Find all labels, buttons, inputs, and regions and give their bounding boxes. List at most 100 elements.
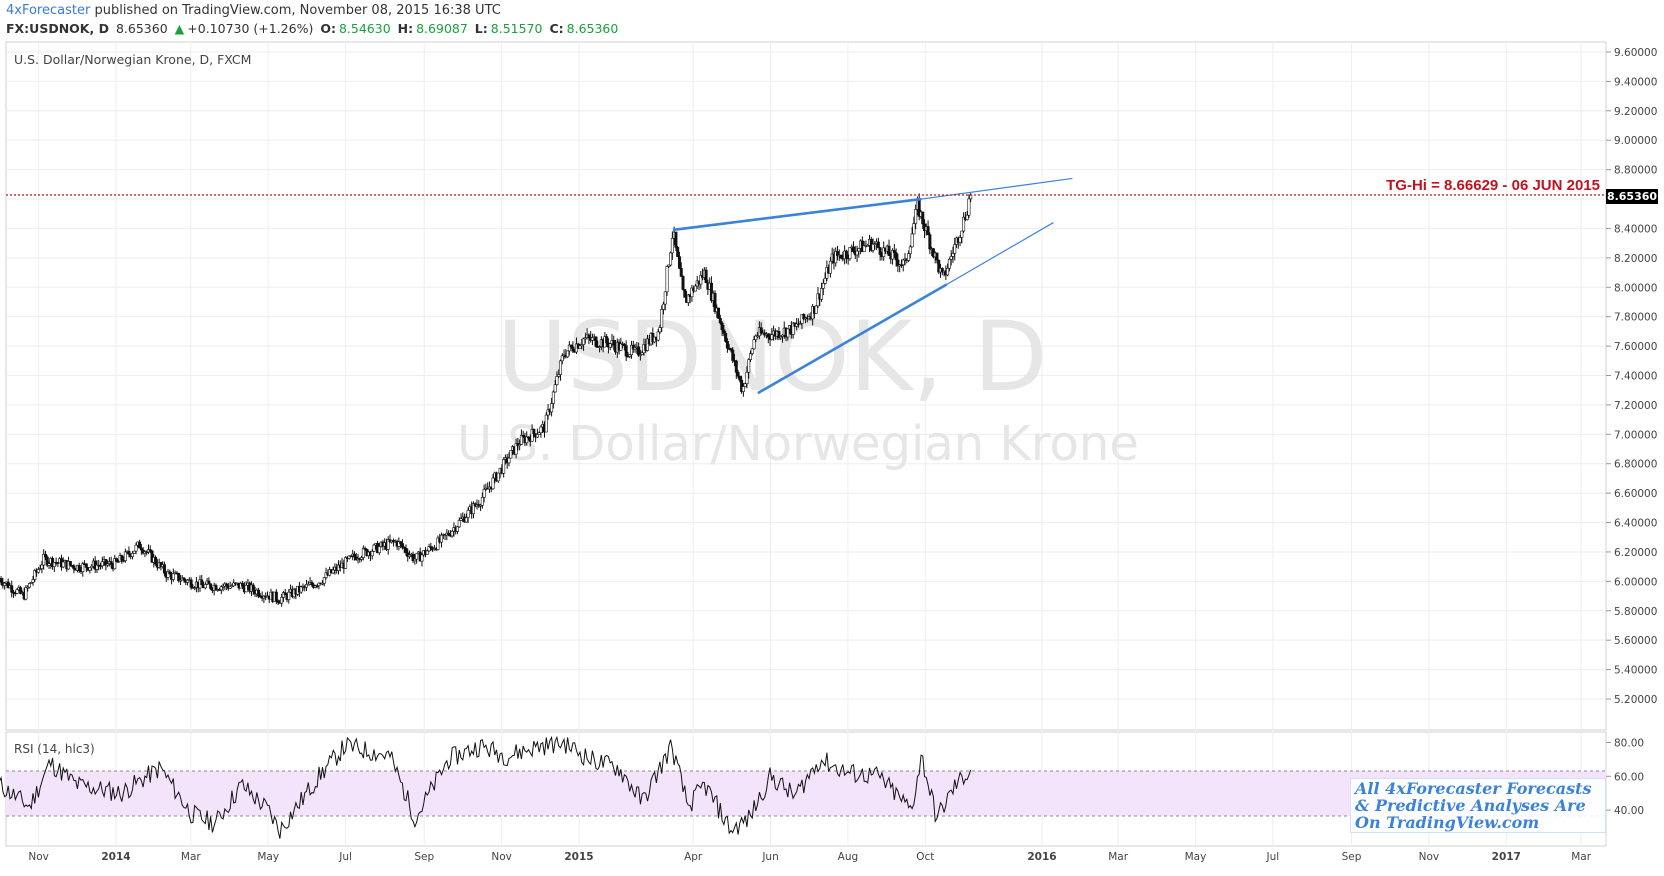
- candle-body: [482, 489, 486, 498]
- candle-body: [230, 585, 234, 588]
- symbol-label: FX:USDNOK, D: [6, 21, 109, 36]
- candle-body: [665, 266, 669, 293]
- candle-body: [951, 253, 955, 257]
- candle-body: [15, 589, 19, 594]
- candle-body: [90, 565, 94, 569]
- price-pane[interactable]: [5, 41, 1607, 731]
- candle-body: [777, 331, 781, 339]
- candle-body: [731, 349, 735, 361]
- candle-body: [637, 346, 641, 356]
- candle-body: [464, 517, 468, 523]
- watermark-symbol: USDNOK, D: [497, 301, 1047, 413]
- candle-body: [402, 546, 406, 549]
- candle-body: [457, 520, 461, 528]
- candle-body: [587, 334, 591, 338]
- candle-body: [84, 563, 88, 568]
- candle-body: [29, 582, 33, 584]
- candle-body: [873, 243, 877, 245]
- candle-body: [539, 426, 543, 434]
- candle-body: [310, 582, 314, 586]
- candle-body: [100, 561, 104, 567]
- candle-body: [674, 231, 678, 248]
- chart-title: U.S. Dollar/Norwegian Krone, D, FXCM: [14, 52, 251, 67]
- candle-body: [386, 539, 390, 550]
- candle-body: [949, 256, 953, 260]
- candle-body: [891, 250, 895, 260]
- candle-body: [645, 338, 649, 351]
- candle-body: [535, 434, 539, 438]
- candle-body: [509, 450, 513, 459]
- candle-body: [95, 564, 99, 570]
- candle-body: [514, 443, 518, 455]
- time-axis[interactable]: Nov 2014 Mar May Jul Sep Nov 2015 Apr Jun Aug Oct 20…: [28, 851, 1591, 863]
- candle-series: [0, 192, 973, 607]
- candle-body: [429, 546, 433, 549]
- candle-body: [274, 591, 278, 602]
- time-tick-label: Mar: [181, 851, 201, 863]
- price-axis[interactable]: 9.600009.400009.200009.000008.800008.600…: [1606, 47, 1657, 706]
- promo-banner[interactable]: All 4xForecaster Forecasts & Predictive …: [1350, 778, 1606, 833]
- candle-body: [791, 322, 795, 335]
- price-tick-label: 7.20000: [1614, 400, 1657, 412]
- candle-body: [551, 391, 555, 404]
- candle-body: [347, 555, 351, 559]
- close-label: C:: [549, 21, 564, 36]
- time-tick-label: Sep: [1342, 851, 1362, 863]
- candle-body: [590, 337, 594, 341]
- candle-body: [640, 352, 644, 355]
- price-tick-label: 5.40000: [1614, 665, 1657, 677]
- candle-body: [427, 546, 431, 552]
- candle-body: [878, 247, 882, 255]
- promo-line-2: & Predictive Analyses Are: [1355, 796, 1586, 815]
- candle-body: [138, 541, 142, 549]
- candle-body: [882, 247, 886, 257]
- candle-body: [960, 230, 964, 238]
- candle-body: [27, 583, 31, 588]
- candle-body: [802, 313, 806, 320]
- candle-body: [546, 409, 550, 416]
- candle-body: [910, 233, 914, 248]
- candle-body: [349, 555, 353, 558]
- candle-body: [786, 328, 790, 338]
- candle-body: [447, 532, 451, 536]
- candle-body: [571, 346, 575, 352]
- time-tick-label: May: [257, 851, 279, 863]
- time-tick-label: Nov: [491, 851, 512, 863]
- promo-line-1: All 4xForecaster Forecasts: [1355, 779, 1592, 798]
- candle-body: [439, 534, 443, 543]
- candle-body: [315, 585, 319, 587]
- candle-body: [130, 553, 134, 557]
- candle-body: [24, 587, 28, 600]
- candle-body: [370, 551, 374, 557]
- candle-body: [667, 264, 671, 267]
- candle-body: [162, 564, 166, 574]
- rsi-label: RSI (14, hlc3): [14, 742, 95, 756]
- rsi-axis[interactable]: 80.00 60.00 40.00: [1606, 737, 1644, 817]
- price-tick-label: 8.20000: [1614, 253, 1657, 265]
- candle-body: [228, 585, 232, 589]
- candle-body: [408, 554, 412, 557]
- candle-body: [550, 403, 554, 413]
- candle-body: [619, 343, 623, 351]
- candle-body: [150, 550, 154, 563]
- candle-body: [718, 318, 722, 324]
- candle-body: [663, 291, 667, 305]
- candle-body: [560, 355, 564, 362]
- price-tick-label: 9.20000: [1614, 106, 1657, 118]
- candle-body: [420, 554, 424, 562]
- candle-body: [683, 289, 687, 298]
- candle-body: [88, 567, 92, 571]
- candle-body: [287, 591, 291, 600]
- candle-body: [134, 544, 138, 552]
- candle-body: [677, 256, 681, 269]
- candle-body: [521, 435, 525, 437]
- candle-body: [717, 307, 721, 319]
- candle-body: [3, 582, 7, 586]
- time-tick-label: Mar: [1571, 851, 1591, 863]
- publisher-link[interactable]: 4xForecaster: [6, 3, 91, 18]
- candle-body: [709, 282, 713, 301]
- price-tick-label: 6.80000: [1614, 459, 1657, 471]
- candle-body: [725, 341, 729, 349]
- candle-body: [404, 547, 408, 554]
